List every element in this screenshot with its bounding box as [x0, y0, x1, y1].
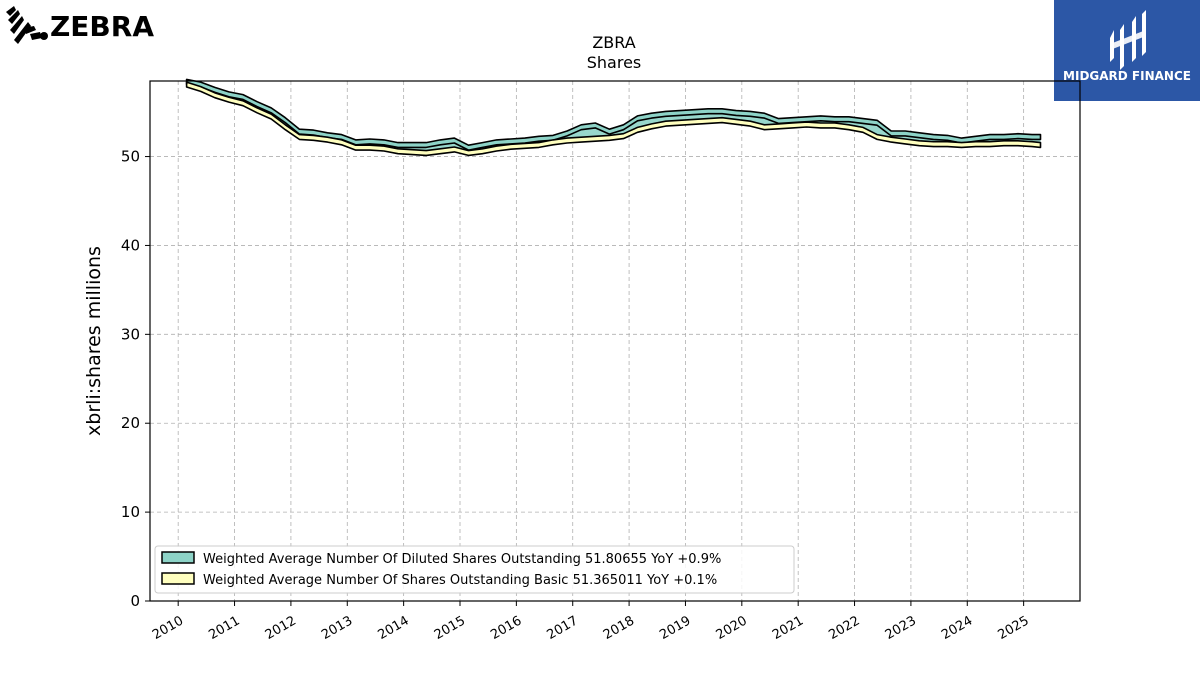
y-axis-ticks: 0 10 20 30 40 50 [121, 148, 150, 610]
midgard-logo-icon [1110, 10, 1146, 70]
legend-swatch-basic [161, 572, 195, 585]
x-tick-label: 2010 [150, 613, 186, 643]
y-tick-label: 20 [121, 414, 140, 432]
legend-swatch-diluted [161, 551, 195, 564]
x-tick-label: 2013 [319, 613, 355, 643]
legend-label-diluted: Weighted Average Number Of Diluted Share… [203, 552, 721, 567]
grid-lines [150, 81, 1080, 602]
brand-logo-text: ZEBRA [50, 10, 155, 43]
y-tick-label: 0 [130, 592, 140, 610]
y-tick-label: 10 [121, 503, 140, 521]
series-diluted-band [185, 78, 1042, 151]
x-tick-label: 2024 [939, 613, 975, 643]
x-tick-label: 2022 [826, 613, 862, 643]
series-basic-band [185, 81, 1042, 157]
x-tick-label: 2020 [714, 613, 750, 643]
chart-title: ZBRA [592, 33, 635, 52]
x-tick-label: 2016 [488, 613, 524, 643]
series-areas [185, 78, 1042, 157]
chart-subtitle: Shares [587, 53, 642, 72]
x-tick-label: 2019 [657, 613, 693, 643]
zebra-logo [6, 6, 48, 44]
chart-legend: Weighted Average Number Of Diluted Share… [154, 545, 795, 594]
x-tick-label: 2011 [206, 613, 242, 643]
x-tick-label: 2023 [883, 613, 919, 643]
legend-box [154, 545, 795, 594]
plot-frame [149, 80, 1081, 602]
x-tick-label: 2014 [375, 613, 411, 643]
x-tick-label: 2021 [770, 613, 806, 643]
x-tick-label: 2012 [263, 613, 299, 643]
y-tick-label: 50 [121, 148, 140, 166]
x-tick-label: 2015 [432, 613, 468, 643]
legend-label-basic: Weighted Average Number Of Shares Outsta… [203, 573, 717, 588]
zebra-head-icon [6, 6, 48, 44]
x-axis-ticks: 2010 2011 2012 2013 2014 2015 2016 2017 2018 2019… [150, 601, 1032, 643]
x-tick-label: 2017 [545, 613, 581, 643]
x-tick-label: 2018 [601, 613, 637, 643]
x-tick-label: 2025 [995, 613, 1031, 643]
y-axis-label: xbrli:shares millions [83, 246, 105, 436]
y-tick-label: 40 [121, 236, 140, 254]
badge-text: MIDGARD FINANCE [1063, 69, 1191, 83]
midgard-finance-badge: MIDGARD FINANCE [1054, 0, 1200, 101]
y-tick-label: 30 [121, 325, 140, 343]
